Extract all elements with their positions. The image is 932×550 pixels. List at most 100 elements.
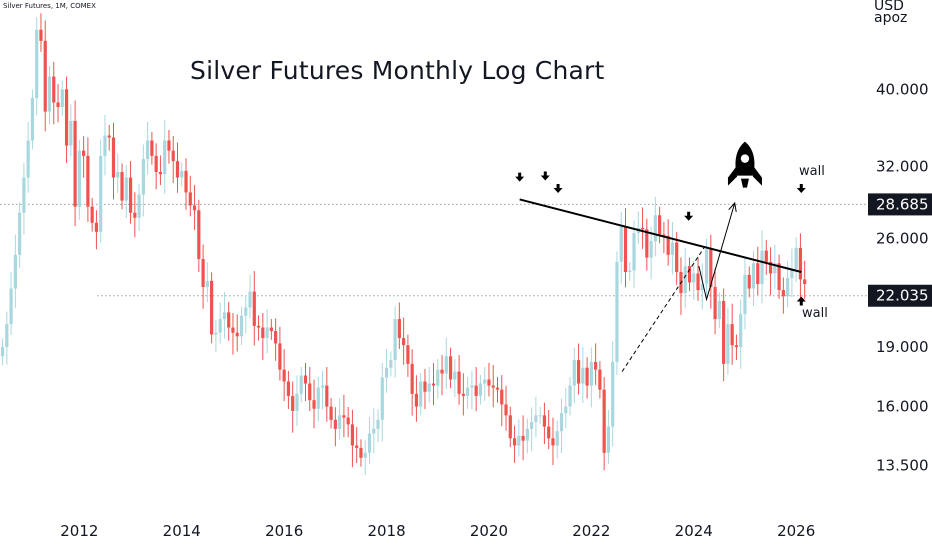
price-tick-label: 16.000 [876, 398, 929, 416]
candle-body [534, 415, 538, 423]
candle-body [436, 369, 440, 386]
down-arrow-icon [540, 171, 550, 181]
candle-body [137, 194, 141, 218]
candles [0, 13, 807, 476]
candle-body [504, 404, 508, 416]
candle-body [218, 319, 222, 333]
candle-body [474, 385, 478, 396]
time-axis[interactable]: 2012 2014 2016 2018 2020 2022 2024 2026 [60, 522, 815, 540]
candle-body [124, 177, 128, 201]
candle-body [188, 192, 192, 206]
candle-body [419, 381, 423, 407]
time-tick-label: 2026 [777, 522, 815, 540]
candle-body [717, 301, 721, 320]
candle-body [585, 367, 589, 386]
candle-body [376, 419, 380, 429]
candle-body [64, 89, 69, 146]
wall-label-top: wall [799, 164, 825, 179]
candle-body [611, 361, 615, 427]
candle-body [662, 234, 666, 236]
candle-body [13, 254, 17, 289]
candle-body [521, 435, 525, 441]
candle-body [525, 428, 529, 441]
candle-body [423, 381, 427, 392]
candle-body [107, 135, 111, 138]
candle-body [538, 415, 542, 417]
candle-body [77, 150, 81, 207]
candle-body [86, 155, 90, 207]
candle-body [606, 426, 611, 453]
rocket-window [740, 154, 750, 163]
candle-body [248, 291, 252, 308]
candle-body [167, 140, 171, 151]
candle-body [675, 242, 679, 272]
candle-body [709, 249, 713, 287]
candle-body [747, 274, 751, 289]
candle-body [295, 393, 299, 411]
candle-body [286, 381, 291, 396]
candle-body [308, 383, 312, 401]
candle-body [350, 424, 355, 446]
candle-body [786, 277, 790, 297]
price-tick-label: 19.000 [876, 338, 929, 356]
candle-body [367, 433, 372, 453]
candle-body [687, 266, 692, 283]
candle-body [312, 400, 316, 409]
candle-body [103, 135, 107, 156]
candle-body [60, 89, 64, 108]
trendline-support [621, 247, 705, 372]
candle-body [380, 377, 384, 420]
down-arrow-icon [553, 184, 563, 194]
candle-body [632, 233, 636, 271]
candle-body [444, 356, 448, 374]
candle-body [363, 452, 367, 458]
price-tick-label: 13.500 [876, 456, 929, 474]
candle-body [666, 235, 670, 255]
candle-body [410, 363, 414, 394]
up-arrow-icon [796, 296, 806, 306]
candle-body [18, 212, 22, 255]
candle-body [214, 332, 218, 335]
candle-body [171, 150, 175, 162]
wall-label-bottom: wall [802, 306, 828, 321]
candle-body [461, 393, 465, 396]
time-tick-label: 2014 [163, 522, 201, 540]
candle-body [615, 261, 619, 362]
time-tick-label: 2016 [265, 522, 303, 540]
candle-body [372, 428, 376, 434]
candle-body [9, 288, 13, 325]
candle-body [619, 226, 623, 262]
currency-line1: USD [874, 0, 904, 14]
candle-body [128, 177, 133, 213]
currency-unit[interactable]: USD apoz [874, 0, 908, 26]
candle-body [82, 150, 86, 156]
time-tick-label: 2022 [572, 522, 610, 540]
candle-body [235, 332, 239, 337]
candle-body [734, 345, 739, 348]
candle-body [402, 338, 406, 346]
currency-line2: apoz [874, 10, 908, 26]
candle-body [141, 159, 145, 195]
candle-body [252, 291, 256, 326]
candle-body [700, 283, 704, 291]
candle-body [803, 279, 807, 284]
candle-body [722, 301, 726, 364]
candle-body [265, 327, 269, 339]
down-arrow-icon [684, 211, 694, 221]
candle-body [670, 242, 675, 255]
candle-body [389, 360, 393, 368]
candle-body [5, 324, 9, 348]
candle-body [530, 422, 534, 429]
candle-body [427, 383, 431, 392]
candle-body [205, 280, 209, 287]
candle-body [623, 226, 628, 272]
candle-body [466, 387, 470, 396]
candle-body [274, 331, 278, 344]
candle-body [581, 367, 585, 384]
candle-body [180, 170, 184, 178]
candle-body [508, 415, 512, 439]
candle-body [730, 324, 734, 346]
candle-body [192, 205, 197, 211]
price-axis[interactable]: 13.500 16.000 19.000 22.035 26.000 28.685 32.0… [868, 80, 932, 474]
candle-body [406, 345, 410, 364]
